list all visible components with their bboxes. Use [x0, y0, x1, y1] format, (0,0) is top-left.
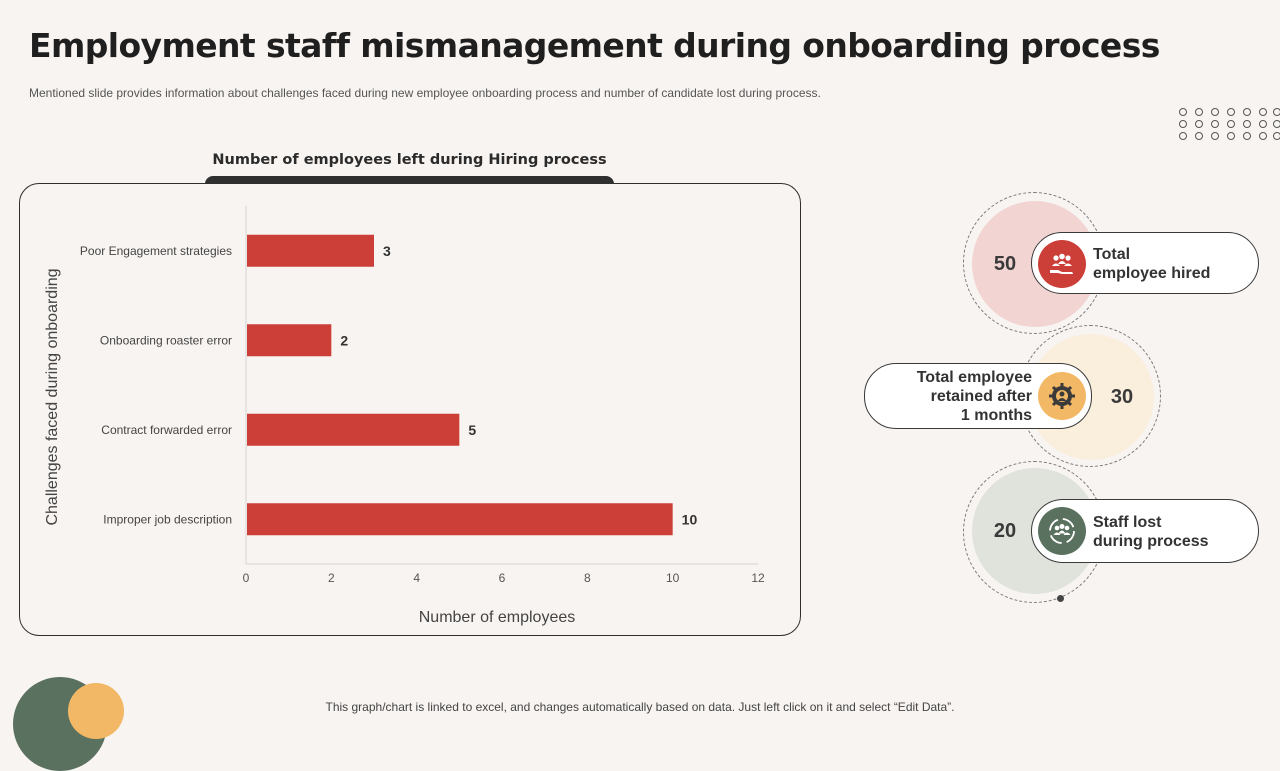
y-category-label: Poor Engagement strategies [80, 244, 232, 258]
gear-people-icon [1038, 372, 1086, 420]
x-tick-label: 10 [666, 571, 680, 585]
stat-label-hired: Total employee hired [1093, 245, 1210, 283]
footer-note: This graph/chart is linked to excel, and… [0, 700, 1280, 714]
bar [247, 235, 374, 267]
x-tick-label: 4 [413, 571, 420, 585]
y-category-label: Improper job description [103, 512, 232, 526]
bar [247, 324, 331, 356]
x-axis-title: Number of employees [419, 609, 576, 626]
x-tick-label: 2 [328, 571, 335, 585]
bar-value-label: 10 [682, 511, 698, 527]
bar-value-label: 5 [468, 422, 476, 438]
decorative-dot-grid [1176, 106, 1280, 142]
hand-people-icon [1038, 240, 1086, 288]
stat-value-retained: 30 [1092, 386, 1152, 409]
stat-ring-dot [1057, 595, 1064, 602]
people-arrows-icon [1038, 507, 1086, 555]
y-category-label: Onboarding roaster error [100, 333, 232, 347]
bar [247, 503, 673, 535]
stat-label-retained: Total employee retained after 1 months [880, 368, 1032, 425]
x-tick-label: 0 [243, 571, 250, 585]
stat-value-lost: 20 [975, 520, 1035, 543]
y-category-label: Contract forwarded error [101, 423, 232, 437]
page-subtitle: Mentioned slide provides information abo… [29, 86, 821, 100]
bar-value-label: 2 [340, 332, 348, 348]
page-title: Employment staff mismanagement during on… [29, 26, 1160, 65]
bar [247, 414, 459, 446]
stat-value-hired: 50 [975, 253, 1035, 276]
chart-title: Number of employees left during Hiring p… [205, 152, 614, 168]
x-tick-label: 8 [584, 571, 591, 585]
bar-value-label: 3 [383, 243, 391, 259]
y-axis-title: Challenges faced during onboarding [44, 268, 61, 525]
chart-container[interactable]: 0 2 4 6 8 10 12 Poor Engagement strategies 3 Onbo… [19, 183, 801, 636]
x-tick-label: 6 [499, 571, 506, 585]
bar-chart[interactable]: 0 2 4 6 8 10 12 Poor Engagement strategies 3 Onbo… [20, 184, 800, 635]
x-tick-label: 12 [751, 571, 765, 585]
stat-label-lost: Staff lost during process [1093, 513, 1209, 551]
